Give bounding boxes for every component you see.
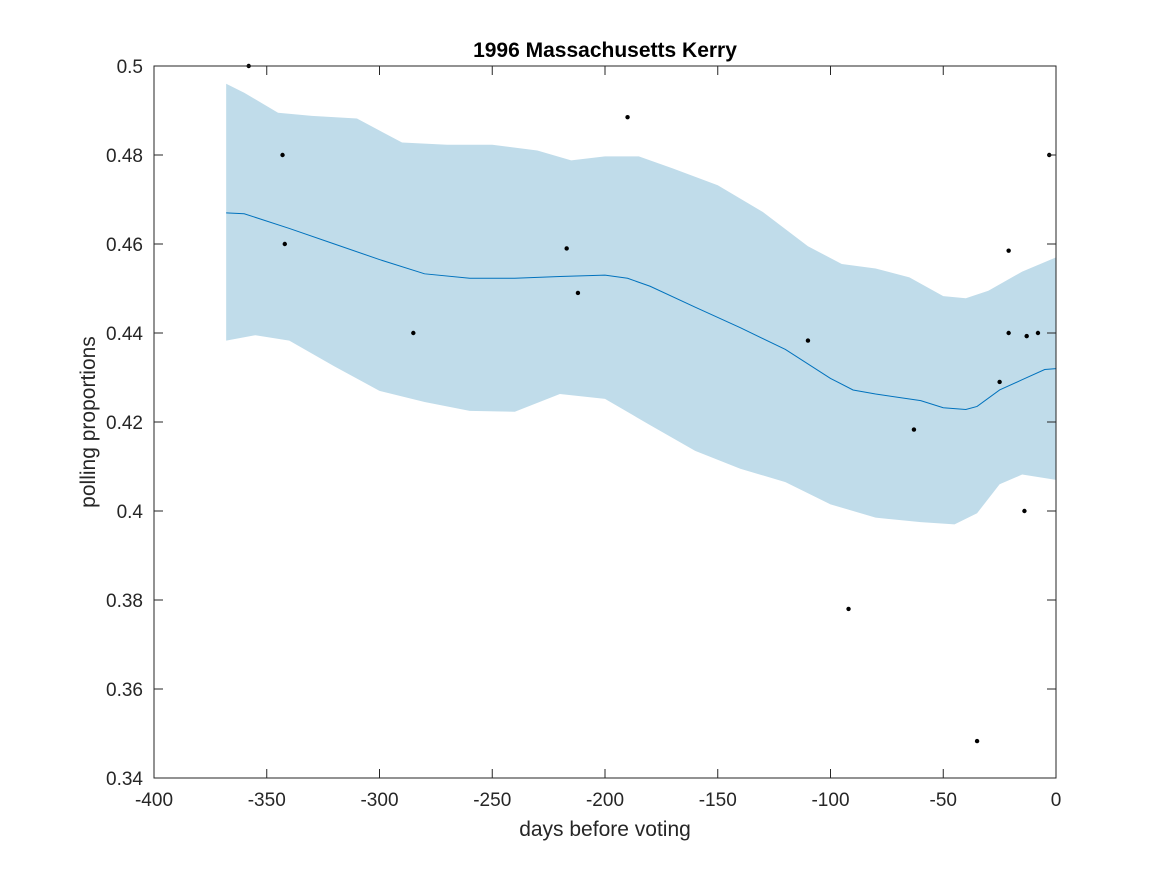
- data-point: [282, 241, 287, 247]
- x-tick-label: -400: [135, 790, 173, 811]
- data-point: [625, 114, 630, 120]
- x-tick-label: -50: [930, 790, 957, 811]
- y-tick-label: 0.46: [106, 235, 143, 256]
- data-point: [411, 330, 416, 336]
- y-tick-label: 0.4: [117, 502, 144, 523]
- data-point: [280, 152, 285, 158]
- x-tick-label: -200: [586, 790, 624, 811]
- x-tick-label: -350: [248, 790, 286, 811]
- x-tick-label: -100: [811, 790, 849, 811]
- data-point: [997, 379, 1002, 385]
- fit-line: [226, 212, 1057, 411]
- data-point: [1022, 508, 1027, 514]
- data-point: [911, 427, 917, 432]
- y-tick-label: 0.38: [106, 591, 143, 612]
- data-point: [974, 738, 980, 744]
- y-tick-label: 0.42: [106, 413, 143, 434]
- confidence-band: [226, 83, 1056, 525]
- data-point: [1035, 330, 1041, 336]
- data-point: [1024, 333, 1029, 339]
- data-point: [1006, 248, 1011, 253]
- y-axis-label: polling proportions: [77, 336, 100, 508]
- data-point: [846, 606, 851, 612]
- x-tick-label: 0: [1051, 790, 1062, 811]
- y-tick-label: 0.48: [106, 146, 143, 167]
- x-tick-label: -250: [473, 790, 511, 811]
- x-tick-label: -300: [360, 790, 398, 811]
- data-point: [1006, 330, 1011, 336]
- data-point: [564, 246, 569, 251]
- y-tick-label: 0.44: [106, 324, 143, 345]
- data-point: [805, 338, 811, 343]
- chart-title: 1996 Massachusetts Kerry: [473, 39, 737, 62]
- y-axis-ticks: 0.34 0.36 0.38 0.4 0.42 0.44 0.46 0.48 0.5: [106, 57, 1056, 790]
- x-axis-label: days before voting: [519, 818, 691, 841]
- x-axis-ticks: -400 -350 -300 -250 -200 -150 -100 -50 0: [135, 66, 1061, 811]
- y-tick-label: 0.36: [106, 680, 143, 701]
- x-tick-label: -150: [699, 790, 737, 811]
- y-tick-label: 0.34: [106, 769, 143, 790]
- data-point: [575, 290, 581, 296]
- y-tick-label: 0.5: [117, 57, 143, 78]
